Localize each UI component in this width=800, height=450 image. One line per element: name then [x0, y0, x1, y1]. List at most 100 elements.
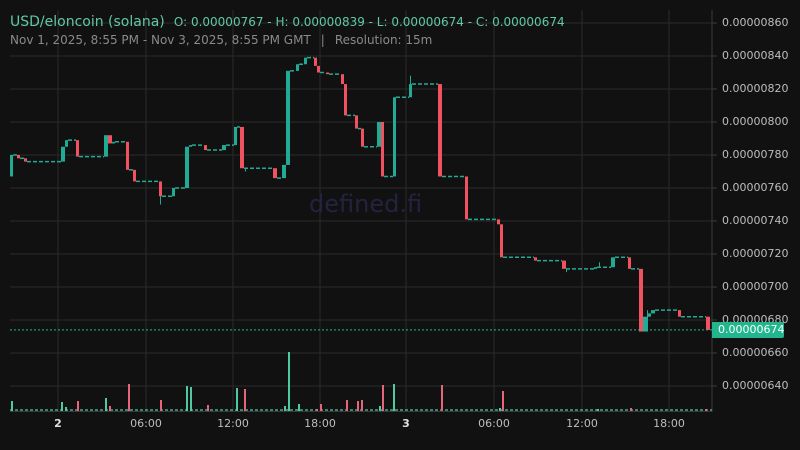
- candle-body: [10, 155, 13, 177]
- candle-body: [500, 224, 503, 258]
- candle-body: [317, 65, 320, 73]
- candle-body: [381, 122, 384, 177]
- volume-bar: [346, 400, 348, 411]
- candle-body: [651, 310, 655, 314]
- candle-body: [273, 168, 277, 179]
- price-tick-label: 0.00000760: [722, 181, 789, 194]
- volume-bar: [11, 401, 13, 411]
- volume-bar: [128, 384, 130, 411]
- candle-body: [497, 219, 500, 225]
- candle-body: [326, 72, 329, 75]
- candle-body: [234, 126, 237, 146]
- volume-bar: [160, 400, 162, 411]
- time-tick-label: 3: [402, 417, 410, 430]
- volume-bar: [441, 385, 443, 411]
- candle-body: [65, 140, 68, 147]
- volume-bar: [236, 388, 238, 411]
- candle-body: [628, 257, 631, 269]
- chart-legend: USD/eloncoin (solana) O: 0.00000767 - H:…: [10, 11, 565, 30]
- volume-bar: [284, 406, 286, 411]
- volume-bar: [288, 352, 290, 411]
- candle-body: [639, 268, 643, 332]
- resolution-label[interactable]: Resolution: 15m: [334, 33, 433, 47]
- time-tick-label: 18:00: [653, 417, 685, 430]
- volume-bar: [357, 401, 359, 411]
- candle-body: [534, 257, 537, 261]
- candle-body: [222, 145, 226, 151]
- volume-bar: [502, 391, 504, 411]
- time-tick-label: 12:00: [566, 417, 598, 430]
- volume-bar: [499, 408, 501, 411]
- candle-body: [172, 188, 175, 197]
- time-tick-label: 18:00: [304, 417, 336, 430]
- candle-body: [17, 155, 20, 159]
- price-tick-label: 0.00000840: [722, 49, 789, 62]
- time-tick-label: 06:00: [478, 417, 510, 430]
- last-price-tag: 0.00000674: [712, 321, 784, 338]
- candle-body: [355, 115, 358, 129]
- time-tick-label: 2: [54, 417, 62, 430]
- volume-bar: [109, 406, 111, 411]
- candle-body: [24, 158, 27, 162]
- price-tick-label: 0.00000720: [722, 247, 789, 260]
- pair-title[interactable]: USD/eloncoin (solana): [10, 14, 165, 30]
- candle-body: [594, 267, 597, 269]
- candle-body: [76, 140, 79, 157]
- candle-body: [61, 146, 65, 162]
- separator: |: [320, 33, 325, 47]
- candle-body: [562, 260, 566, 269]
- volume-bar: [186, 386, 188, 411]
- candle-body: [465, 176, 468, 220]
- candle-body: [112, 141, 115, 144]
- candle-body: [361, 128, 364, 147]
- volume-bar: [316, 409, 318, 411]
- volume-bar: [244, 389, 246, 411]
- volume-bar: [190, 387, 192, 411]
- candle-body: [286, 70, 290, 165]
- volume-bar: [361, 400, 363, 411]
- volume-bar: [630, 408, 632, 411]
- volume-bar: [393, 384, 395, 411]
- candle-body: [647, 313, 651, 317]
- candle-body: [314, 57, 317, 66]
- candle-body: [377, 122, 381, 147]
- volume-bar: [61, 402, 63, 411]
- candle-body: [296, 64, 299, 71]
- chart-subtitle: Nov 1, 2025, 8:55 PM - Nov 3, 2025, 8:55…: [10, 33, 432, 47]
- ohlc-values: O: 0.00000767 - H: 0.00000839 - L: 0.000…: [173, 15, 565, 29]
- price-tick-label: 0.00000740: [722, 214, 789, 227]
- volume-bar: [207, 405, 209, 411]
- candle-body: [189, 145, 192, 147]
- candle-body: [643, 316, 647, 332]
- candle-body: [185, 146, 189, 188]
- time-tick-label: 06:00: [130, 417, 162, 430]
- volume-bar: [77, 401, 79, 411]
- price-tick-label: 0.00000640: [722, 379, 789, 392]
- volume-bar: [105, 398, 107, 411]
- volume-bar: [382, 385, 384, 411]
- volume-bar: [298, 404, 300, 411]
- candle-body: [341, 74, 344, 85]
- candle-body: [304, 57, 307, 65]
- candle-body: [611, 257, 615, 268]
- candle-body: [108, 135, 112, 144]
- candle-body: [282, 164, 286, 179]
- candle-body: [133, 169, 136, 182]
- date-range: Nov 1, 2025, 8:55 PM - Nov 3, 2025, 8:55…: [10, 33, 311, 47]
- volume-bar: [705, 409, 707, 411]
- candle-body: [393, 97, 396, 177]
- candle-body: [438, 84, 442, 177]
- price-tick-label: 0.00000780: [722, 148, 789, 161]
- volume-bar: [320, 404, 322, 411]
- candle-body: [409, 84, 412, 98]
- price-tick-label: 0.00000820: [722, 82, 789, 95]
- price-tick-label: 0.00000860: [722, 16, 789, 29]
- price-tick-label: 0.00000800: [722, 115, 789, 128]
- candle-body: [344, 84, 347, 116]
- volume-bar: [379, 406, 381, 411]
- candle-body: [706, 316, 710, 330]
- watermark-logo: defined.fi: [309, 190, 423, 218]
- candle-body: [159, 181, 162, 197]
- candle-body: [104, 135, 108, 157]
